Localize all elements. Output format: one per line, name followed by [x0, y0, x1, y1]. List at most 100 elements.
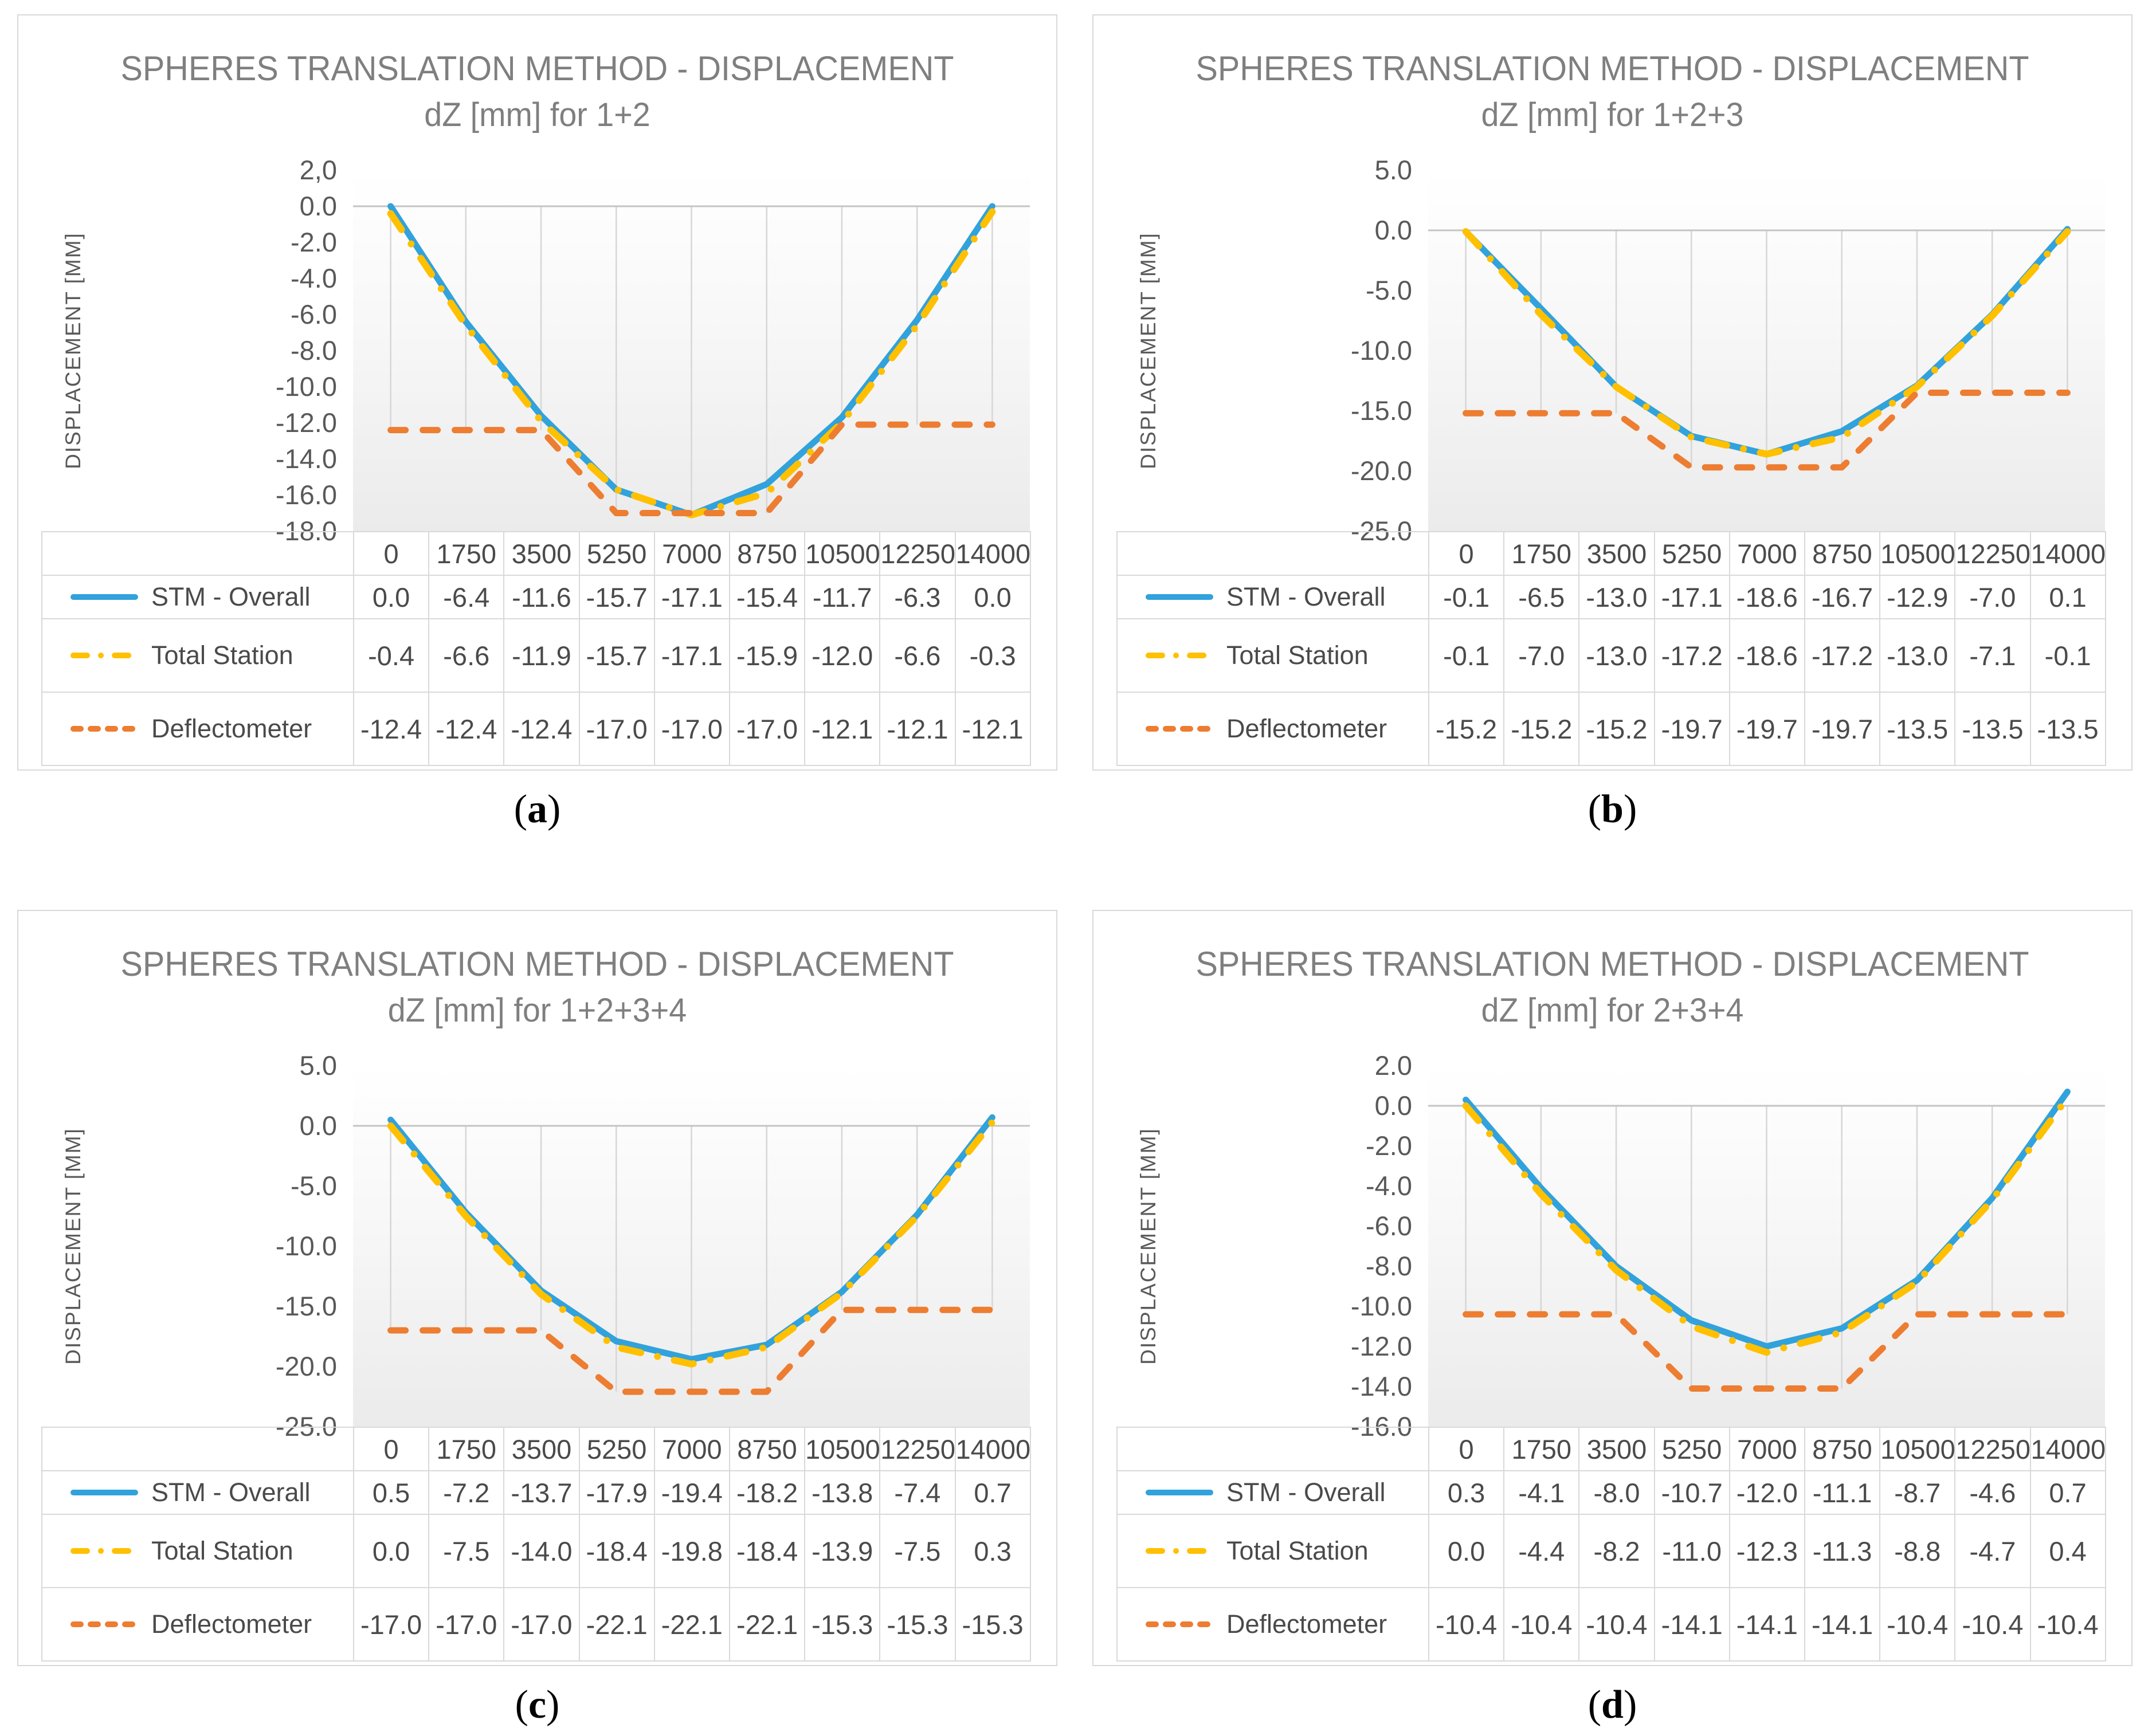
value-cell: -6.5: [1503, 575, 1580, 619]
category-header-cell: 5250: [1653, 531, 1730, 576]
category-header-cell: 7000: [653, 531, 730, 576]
category-header-cell: 10500: [804, 1427, 881, 1471]
value-cell: -17.0: [428, 1587, 505, 1662]
value-cell: -11.1: [1804, 1470, 1881, 1515]
value-cell: -16.7: [1804, 575, 1881, 619]
y-axis-title: DISPLACEMENT [MM]: [1136, 1128, 1160, 1365]
value-cell: -13.7: [503, 1470, 580, 1515]
category-header-cell: 10500: [1879, 531, 1956, 576]
value-cell: -10.4: [1954, 1587, 2031, 1662]
value-cell: -12.1: [879, 692, 956, 766]
category-header-cell: 10500: [1879, 1427, 1956, 1471]
value-cell: -13.5: [2029, 692, 2106, 766]
category-header-cell: 1750: [1503, 1427, 1580, 1471]
category-header-cell: 7000: [1728, 1427, 1805, 1471]
value-cell: -10.4: [1503, 1587, 1580, 1662]
y-tick-label: -4.0: [1366, 1171, 1412, 1201]
value-cell: 0.7: [2029, 1470, 2106, 1515]
chart-subtitle: dZ [mm] for 1+2+3: [1481, 96, 1744, 133]
category-header-cell: 5250: [578, 531, 655, 576]
value-cell: -22.1: [653, 1587, 730, 1662]
value-cell: -18.6: [1728, 575, 1805, 619]
value-cell: -0.1: [1428, 575, 1505, 619]
value-cell: -0.3: [954, 618, 1031, 693]
category-header-cell: 3500: [503, 1427, 580, 1471]
category-header-cell: 3500: [1578, 531, 1655, 576]
value-cell: 0.1: [2029, 575, 2106, 619]
value-cell: -12.4: [503, 692, 580, 766]
chart-panel: SPHERES TRANSLATION METHOD - DISPLACEMEN…: [1092, 14, 2133, 771]
series-name-label: STM - Overall: [1226, 582, 1386, 611]
value-cell: 0.0: [1428, 1514, 1505, 1588]
legend-cell: Deflectometer: [41, 692, 354, 766]
value-cell: -22.1: [578, 1587, 655, 1662]
value-cell: 0.4: [2029, 1514, 2106, 1588]
deflectometer-line-key-icon: [1146, 726, 1213, 732]
value-cell: -15.3: [879, 1587, 956, 1662]
stm-overall-line-key-icon: [1146, 1490, 1213, 1495]
y-tick-label: -8.0: [291, 335, 337, 366]
deflectometer-line-key-icon: [1146, 1621, 1213, 1627]
category-header-cell: 14000: [954, 531, 1031, 576]
value-cell: -15.9: [728, 618, 806, 693]
value-cell: -4.1: [1503, 1470, 1580, 1515]
plot-area: [1428, 1089, 2105, 1392]
value-cell: -17.1: [1653, 575, 1730, 619]
value-cell: -22.1: [728, 1587, 806, 1662]
table-corner-blank: [41, 531, 354, 576]
category-header-cell: 5250: [578, 1427, 655, 1471]
value-cell: -12.1: [954, 692, 1031, 766]
series-name-label: Deflectometer: [151, 714, 312, 743]
category-header-cell: 14000: [2029, 531, 2106, 576]
value-cell: -11.0: [1653, 1514, 1730, 1588]
value-cell: -17.1: [653, 618, 730, 693]
legend-cell: STM - Overall: [1116, 1470, 1429, 1515]
y-tick-label: 2,0: [299, 155, 337, 185]
series-name-label: Total Station: [151, 1536, 293, 1565]
series-line-deflectometer: [1463, 1311, 2071, 1392]
value-cell: -8.0: [1578, 1470, 1655, 1515]
table-row: Deflectometer -15.2 -15.2 -15.2 -19.7 -19.7 -1…: [1116, 692, 2106, 766]
series-name-label: STM - Overall: [151, 1478, 311, 1507]
value-cell: -7.0: [1954, 575, 2031, 619]
table-corner-blank: [1116, 1427, 1429, 1471]
series-name-label: Total Station: [1226, 641, 1369, 670]
y-tick-label: -12.0: [275, 407, 337, 438]
category-header-cell: 3500: [1578, 1427, 1655, 1471]
y-tick-label: -14.0: [1350, 1371, 1412, 1401]
value-cell: -18.4: [728, 1514, 806, 1588]
category-header-cell: 0: [352, 531, 430, 576]
value-cell: -12.9: [1879, 575, 1956, 619]
value-cell: -13.5: [1879, 692, 1956, 766]
value-cell: -14.1: [1804, 1587, 1881, 1662]
legend-cell: Deflectometer: [41, 1587, 354, 1662]
category-header-cell: 0: [1428, 531, 1505, 576]
caption-paren: ): [547, 787, 561, 831]
value-cell: -19.4: [653, 1470, 730, 1515]
value-cell: -12.1: [804, 692, 881, 766]
value-cell: -15.7: [578, 575, 655, 619]
chart-title: SPHERES TRANSLATION METHOD - DISPLACEMEN…: [1195, 49, 2029, 88]
category-header-cell: 1750: [428, 531, 505, 576]
y-tick-label: -15.0: [275, 1291, 337, 1321]
value-cell: -17.0: [728, 692, 806, 766]
caption-paren: (: [1587, 1683, 1602, 1727]
value-cell: -10.7: [1653, 1470, 1730, 1515]
y-tick-label: -6.0: [1366, 1211, 1412, 1241]
value-cell: -4.7: [1954, 1514, 2031, 1588]
value-cell: 0.0: [352, 575, 430, 619]
y-axis-title: DISPLACEMENT [MM]: [61, 1128, 85, 1365]
series-line-stm-overall: [387, 1114, 995, 1362]
value-cell: -0.1: [2029, 618, 2106, 693]
value-cell: -15.2: [1428, 692, 1505, 766]
figure-caption: (b): [1092, 787, 2133, 832]
y-tick-label: -2.0: [1366, 1130, 1412, 1161]
series-line-stm-overall: [1463, 1089, 2071, 1350]
value-cell: -15.7: [578, 618, 655, 693]
legend-cell: STM - Overall: [41, 575, 354, 619]
value-cell: -10.4: [1879, 1587, 1956, 1662]
category-header-cell: 7000: [1728, 531, 1805, 576]
value-cell: -8.2: [1578, 1514, 1655, 1588]
total-station-line-key-icon: [1146, 1548, 1213, 1554]
y-tick-label: -10.0: [275, 1231, 337, 1261]
